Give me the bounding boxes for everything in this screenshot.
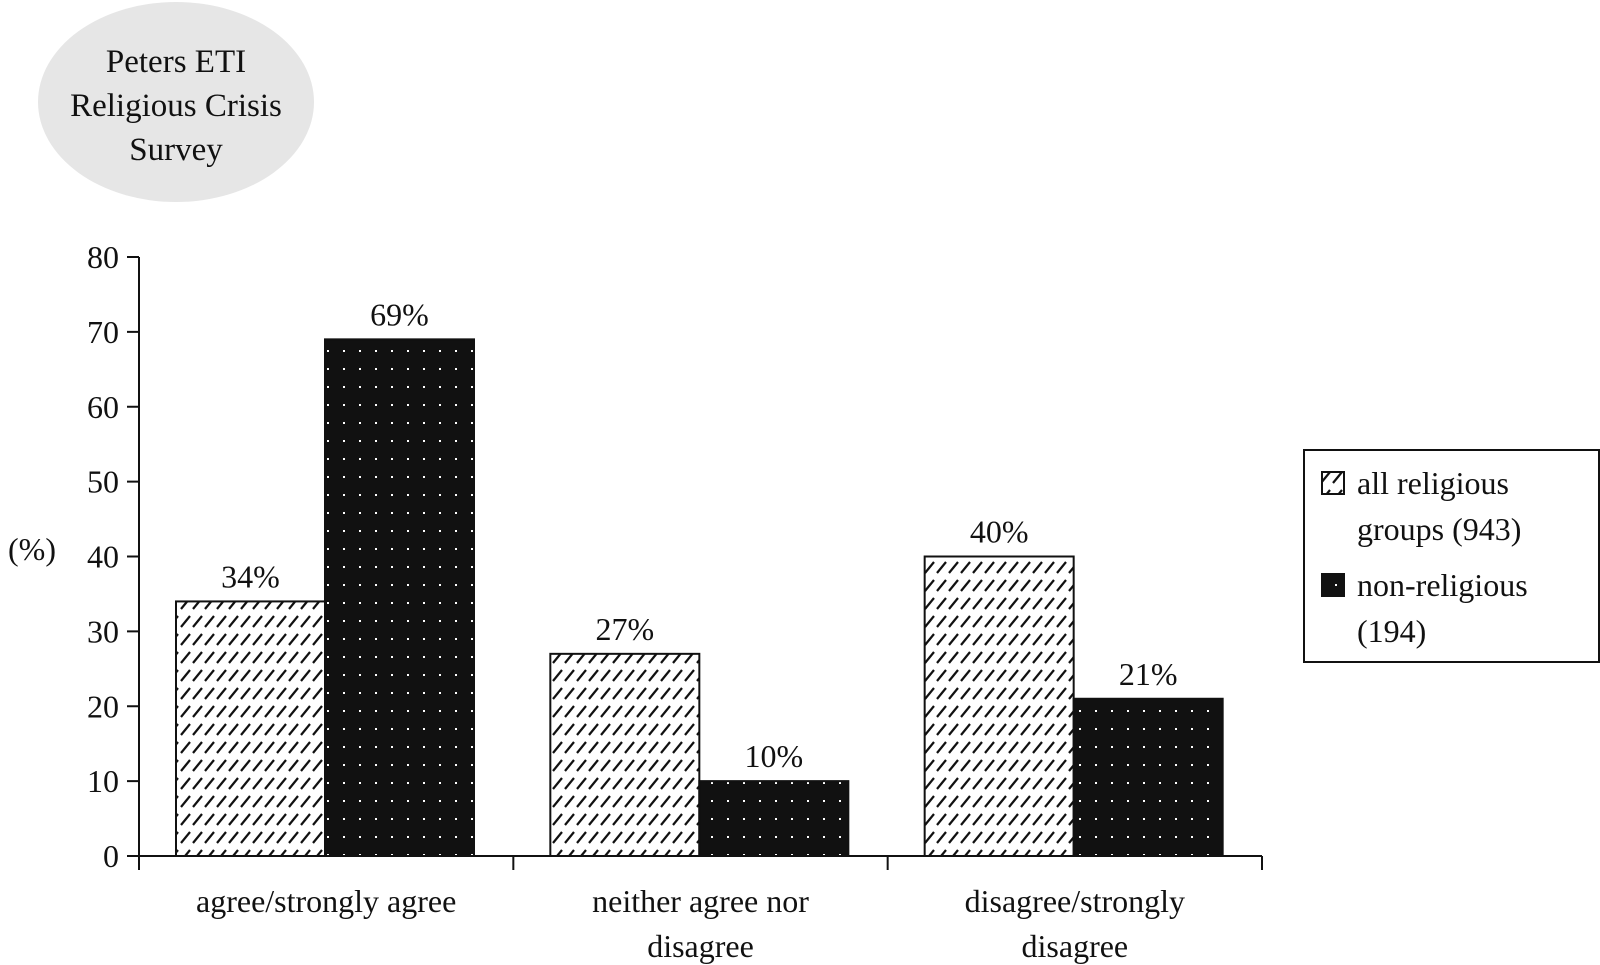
y-tick-label-0: 0 — [103, 838, 119, 874]
data-label-all-religious-1: 34% — [221, 558, 280, 594]
legend: all religious groups (943) non-religious… — [1303, 449, 1600, 663]
category-labels-layer: agree/strongly agree neither agree nor dis… — [196, 883, 1185, 964]
x-axis — [138, 855, 1263, 870]
y-axis: 0 10 20 30 40 50 60 70 80 — [87, 239, 140, 874]
y-tick-label-60: 60 — [87, 389, 119, 425]
bar-all-religious-1 — [175, 600, 326, 857]
legend-label-all-religious-line-2: groups (943) — [1357, 511, 1521, 547]
title-ellipse — [38, 2, 314, 202]
chart-title-line-3: Survey — [129, 132, 223, 168]
y-tick-label-10: 10 — [87, 763, 119, 799]
bar-non-religious-2 — [698, 780, 850, 857]
category-label-3-line-1: disagree/strongly — [965, 883, 1185, 919]
data-label-non-religious-2: 10% — [745, 738, 804, 774]
legend-label-non-religious-line-1: non-religious — [1357, 567, 1528, 603]
category-label-2-line-2: disagree — [647, 928, 754, 964]
legend-swatch-non-religious — [1321, 573, 1345, 597]
data-label-all-religious-2: 27% — [596, 611, 655, 647]
bar-all-religious-2 — [549, 652, 701, 858]
category-label-3-line-2: disagree — [1022, 928, 1129, 964]
y-tick-label-40: 40 — [87, 539, 119, 575]
y-tick-label-80: 80 — [87, 239, 119, 275]
category-label-2-line-1: neither agree nor — [592, 883, 809, 919]
title-bubble: Peters ETI Religious Crisis Survey — [38, 2, 314, 202]
chart-title-line-1: Peters ETI — [106, 44, 246, 80]
data-label-non-religious-1: 69% — [370, 296, 429, 332]
y-tick-label-20: 20 — [87, 688, 119, 724]
data-label-non-religious-3: 21% — [1119, 656, 1178, 692]
bars-layer — [175, 338, 1224, 858]
legend-label-non-religious-line-2: (194) — [1357, 613, 1426, 649]
legend-box — [1303, 449, 1600, 663]
category-label-1-line-1: agree/strongly agree — [196, 883, 456, 919]
legend-label-all-religious-line-1: all religious — [1357, 465, 1509, 501]
y-axis-label: (%) — [8, 531, 56, 567]
data-labels-layer: 34% 69% 27% 10% 40% 21% — [221, 296, 1177, 774]
y-tick-label-50: 50 — [87, 464, 119, 500]
chart-title-line-2: Religious Crisis — [70, 88, 282, 124]
y-tick-label-30: 30 — [87, 613, 119, 649]
y-tick-label-70: 70 — [87, 314, 119, 350]
legend-swatch-all-religious — [1321, 471, 1345, 495]
bar-all-religious-3 — [923, 555, 1075, 857]
bar-non-religious-1 — [324, 338, 475, 857]
bar-non-religious-3 — [1072, 697, 1224, 858]
data-label-all-religious-3: 40% — [970, 514, 1029, 550]
